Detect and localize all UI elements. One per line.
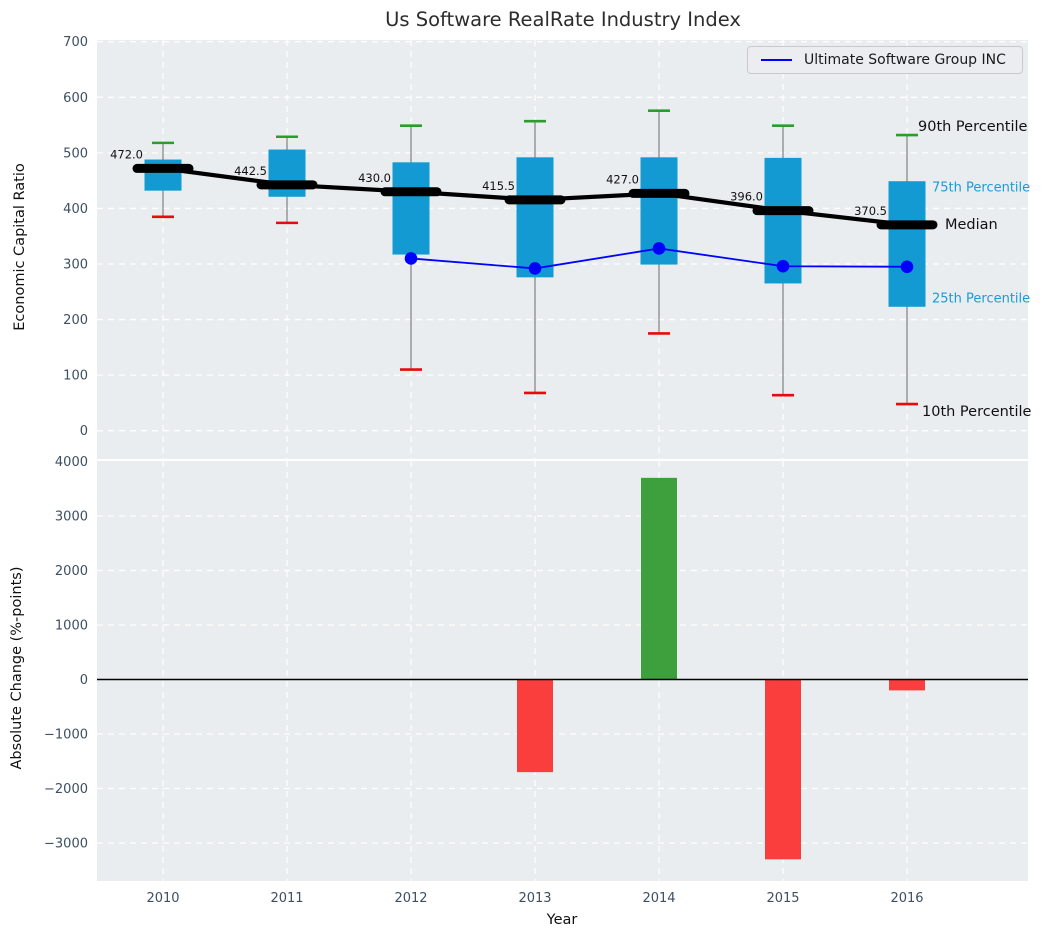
bottom-ytick-label: 1000 bbox=[55, 619, 88, 634]
median-value-label: 472.0 bbox=[110, 147, 143, 161]
top-ytick-label: 300 bbox=[63, 258, 88, 273]
median-value-label: 415.5 bbox=[482, 179, 515, 193]
iqr-box bbox=[888, 181, 926, 307]
bottom-ytick-label: −3000 bbox=[44, 837, 88, 852]
bottom-y-axis-label: Absolute Change (%-points) bbox=[9, 566, 25, 770]
top-ytick-label: 700 bbox=[63, 35, 88, 50]
company-dot bbox=[776, 259, 790, 273]
chart-title: Us Software RealRate Industry Index bbox=[385, 8, 741, 31]
company-dot bbox=[652, 242, 666, 255]
xtick-label: 2014 bbox=[642, 891, 675, 906]
bar-negative bbox=[889, 679, 925, 691]
xtick-label: 2016 bbox=[890, 891, 923, 906]
legend: Ultimate Software Group INC bbox=[747, 46, 1023, 74]
xtick-label: 2010 bbox=[146, 891, 179, 906]
xtick-label: 2012 bbox=[394, 891, 427, 906]
xtick-label: 2011 bbox=[270, 891, 303, 906]
legend-line-sample bbox=[761, 59, 792, 61]
x-axis-label: Year bbox=[546, 912, 578, 928]
top-ytick-label: 500 bbox=[63, 146, 88, 161]
xtick-label: 2015 bbox=[766, 891, 799, 906]
xtick-label: 2013 bbox=[518, 891, 551, 906]
top-ytick-label: 400 bbox=[63, 202, 88, 217]
company-dot bbox=[404, 252, 418, 265]
annotation-75th-percentile: 75th Percentile bbox=[932, 180, 1031, 196]
median-value-label: 430.0 bbox=[358, 171, 391, 185]
bottom-ytick-label: 4000 bbox=[55, 455, 88, 470]
bottom-ytick-label: −1000 bbox=[44, 728, 88, 743]
top-panel-bg bbox=[97, 40, 1028, 459]
bar-positive bbox=[641, 477, 677, 680]
median-value-label: 370.5 bbox=[854, 204, 887, 218]
annotation-90th-percentile: 90th Percentile bbox=[918, 119, 1028, 135]
iqr-box bbox=[516, 157, 554, 278]
top-ytick-label: 200 bbox=[63, 313, 88, 328]
bottom-ytick-label: −2000 bbox=[44, 782, 88, 797]
annotation-10th-percentile: 10th Percentile bbox=[922, 404, 1032, 420]
top-ytick-label: 600 bbox=[63, 91, 88, 106]
bottom-panel-bg bbox=[97, 461, 1028, 881]
top-ytick-label: 100 bbox=[63, 369, 88, 384]
annotation-median: Median bbox=[945, 217, 998, 233]
legend-label: Ultimate Software Group INC bbox=[804, 52, 1006, 68]
bar-negative bbox=[765, 679, 801, 860]
bar-negative bbox=[517, 679, 553, 773]
iqr-box bbox=[268, 149, 306, 197]
iqr-box bbox=[392, 162, 430, 255]
company-dot bbox=[900, 260, 914, 274]
bottom-ytick-label: 0 bbox=[80, 673, 88, 688]
top-ytick-label: 0 bbox=[80, 424, 88, 439]
median-value-label: 442.5 bbox=[234, 164, 267, 178]
company-dot bbox=[528, 262, 542, 275]
bottom-ytick-label: 3000 bbox=[55, 510, 88, 525]
median-value-label: 396.0 bbox=[730, 190, 763, 204]
bottom-ytick-label: 2000 bbox=[55, 564, 88, 579]
median-value-label: 427.0 bbox=[606, 172, 639, 186]
top-y-axis-label: Economic Capital Ratio bbox=[12, 163, 28, 331]
annotation-25th-percentile: 25th Percentile bbox=[932, 291, 1031, 307]
